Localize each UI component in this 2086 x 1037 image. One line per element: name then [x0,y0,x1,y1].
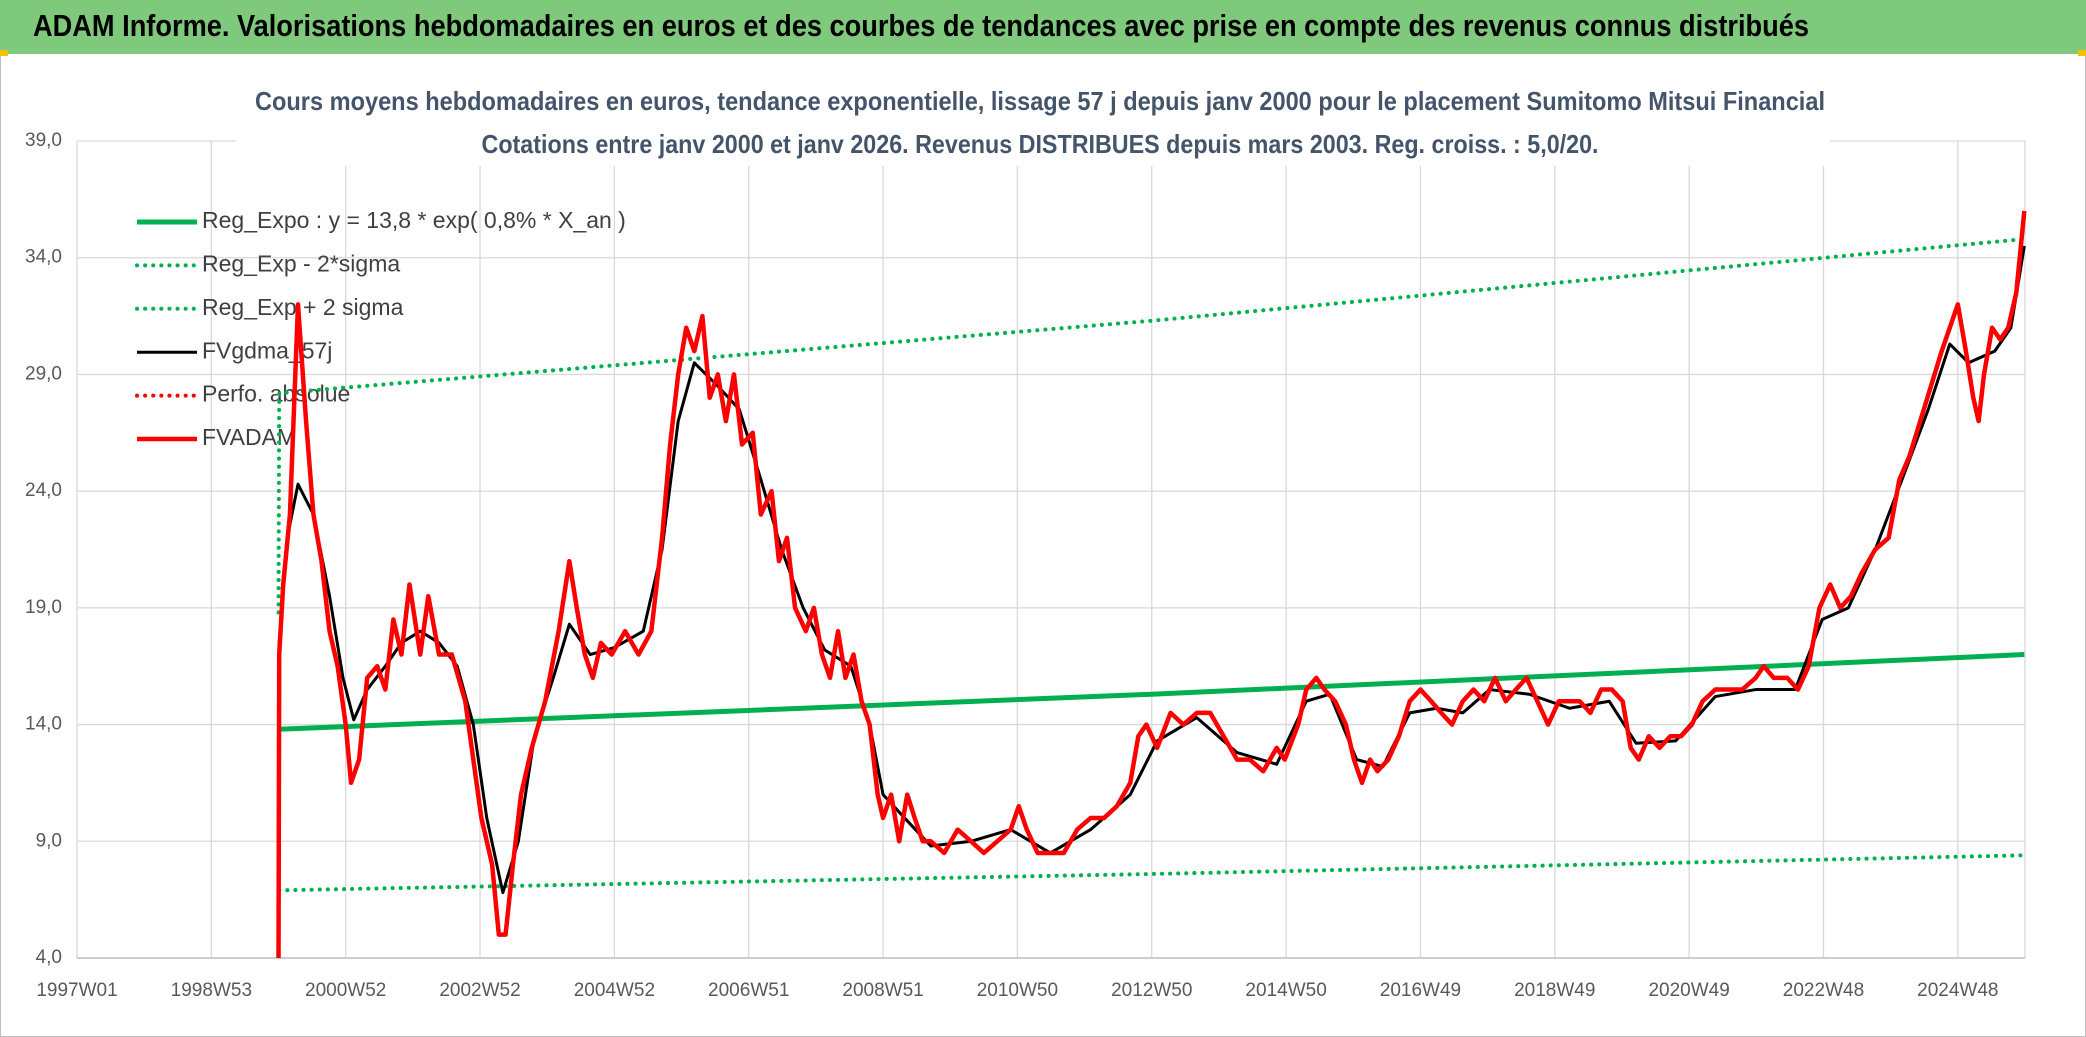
x-tick-label: 2006W51 [708,980,789,1001]
x-tick-label: 2008W51 [842,980,923,1001]
corner-mark [0,50,8,56]
legend: Reg_Expo : y = 13,8 * exp( 0,8% * X_an )… [135,207,626,450]
legend-label: FVgdma_57j [202,337,332,363]
corner-mark [2078,50,2086,56]
x-tick-label: 2010W50 [977,980,1058,1001]
y-tick-label: 29,0 [25,363,62,384]
header-bar [0,0,2086,54]
x-tick-label: 2024W48 [1917,980,1998,1001]
legend-label: Reg_Exp + 2 sigma [202,294,404,320]
legend-label: FVADAM [202,424,296,450]
x-tick-label: 2020W49 [1648,980,1729,1001]
y-tick-label: 14,0 [25,714,62,735]
x-tick-label: 1997W01 [36,980,117,1001]
legend-label: Reg_Exp - 2*sigma [202,250,400,276]
y-tick-label: 9,0 [36,830,62,851]
legend-label: Perfo. absolue [202,381,350,407]
series-layer [276,210,2027,959]
x-tick-label: 2018W49 [1514,980,1595,1001]
y-tick-label: 39,0 [25,130,62,151]
series-line [279,652,2025,732]
x-tick-label: 2012W50 [1111,980,1192,1001]
x-tick-label: 1998W53 [171,980,252,1001]
series-line [276,210,2027,959]
chart-subtitle: Cotations entre janv 2000 et janv 2026. … [482,129,1599,159]
y-tick-label: 34,0 [25,247,62,268]
legend-label: Reg_Expo : y = 13,8 * exp( 0,8% * X_an ) [202,207,626,233]
y-tick-label: 4,0 [36,947,62,968]
x-tick-label: 2016W49 [1380,980,1461,1001]
y-tick-label: 19,0 [25,597,62,618]
grid: 4,0 9,0 14,0 19,0 24,0 29,0 34,0 39,0 1997W01 199… [25,130,2026,1001]
x-tick-label: 2014W50 [1245,980,1326,1001]
y-tick-label: 24,0 [25,480,62,501]
series-line [276,237,2027,615]
x-tick-label: 2002W52 [439,980,520,1001]
x-tick-label: 2022W48 [1783,980,1864,1001]
x-tick-label: 2000W52 [305,980,386,1001]
x-tick-label: 2004W52 [574,980,655,1001]
series-line [277,853,2027,893]
header-title: ADAM Informe. Valorisations hebdomadaire… [33,8,1809,43]
title-box [236,80,1830,166]
chart-title: Cours moyens hebdomadaires en euros, ten… [255,86,1825,116]
